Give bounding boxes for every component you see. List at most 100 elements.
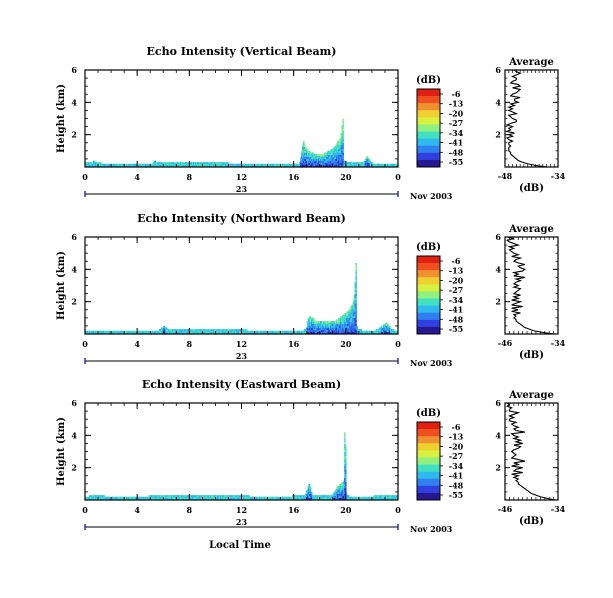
heatmap-cell [251, 163, 254, 166]
heatmap-cell [367, 330, 370, 333]
colorbar-tick-label: -48 [449, 314, 464, 324]
heatmap-cell [125, 165, 127, 167]
heatmap-cell [294, 165, 296, 167]
heatmap-cell [101, 495, 104, 498]
heatmap-cell [337, 488, 339, 490]
heatmap-cell [354, 306, 356, 308]
heatmap-cell [371, 165, 374, 167]
heatmap-cell [174, 498, 177, 500]
y-tick-label: 6 [71, 398, 77, 408]
heatmap-cell [185, 495, 188, 498]
heatmap-cell [252, 496, 254, 499]
heatmap-cell [358, 498, 361, 500]
heatmap-cell [256, 330, 258, 333]
heatmap-cell [308, 483, 310, 486]
profile-frame [504, 236, 559, 335]
heatmap-cell [340, 149, 342, 151]
heatmap-cell [334, 159, 336, 161]
heatmap-cell [251, 332, 253, 334]
heatmap-cell [274, 332, 276, 334]
heatmap-cell [378, 498, 380, 500]
heatmap-cell [342, 141, 344, 143]
heatmap-cell [331, 161, 333, 163]
heatmap-cell [355, 326, 357, 328]
heatmap-cell [338, 490, 340, 492]
heatmap-cell [308, 486, 311, 488]
heatmap-cell [388, 498, 390, 500]
heatmap-cell [366, 161, 369, 163]
heatmap-cell [377, 332, 380, 334]
heatmap-cell [331, 155, 333, 157]
heatmap-cell [347, 316, 349, 318]
heatmap-cell [375, 165, 378, 167]
heatmap-cell [379, 495, 381, 498]
heatmap-cell [134, 163, 136, 166]
heatmap-cell [392, 495, 394, 498]
heatmap-cell [309, 330, 312, 332]
heatmap-cell [341, 484, 343, 486]
heatmap-cell [376, 163, 379, 166]
heatmap-cell [275, 498, 278, 500]
heatmap-cell [253, 330, 255, 333]
heatmap-cell [357, 162, 360, 165]
heatmap-cell [190, 498, 193, 500]
heatmap-cell [344, 330, 346, 332]
heatmap-cell [349, 310, 351, 312]
heatmap-cell [307, 149, 309, 152]
heatmap-cell [119, 330, 121, 333]
heatmap-cell [332, 153, 334, 155]
heatmap-cell [344, 444, 346, 446]
heatmap-cell [95, 495, 98, 498]
heatmap-cell [201, 165, 203, 167]
heatmap-cell [308, 483, 311, 486]
heatmap-cell [329, 321, 331, 324]
heatmap-cell [308, 486, 310, 488]
heatmap-cell [350, 314, 352, 316]
heatmap-cell [138, 498, 141, 500]
heatmap-cell [108, 498, 110, 500]
heatmap-cell [187, 165, 190, 167]
heatmap-cell [294, 330, 297, 333]
heatmap-cell [340, 139, 342, 141]
heatmap-cell [336, 151, 338, 153]
heatmap-cell [353, 312, 355, 314]
heatmap-cell [260, 330, 262, 333]
profile-x-axis-label: (dB) [519, 350, 544, 361]
heatmap-cell [142, 163, 144, 166]
heatmap-cell [138, 165, 140, 167]
heatmap-cell [207, 329, 209, 332]
heatmap-cell [352, 314, 354, 316]
heatmap-cell [380, 163, 383, 166]
heatmap-cell [288, 498, 290, 500]
heatmap-cell [343, 328, 345, 330]
heatmap-cell [198, 329, 200, 332]
heatmap-cell [238, 163, 240, 166]
heatmap-cell [310, 152, 312, 155]
heatmap-cell [339, 145, 341, 147]
heatmap-cell [249, 330, 251, 333]
heatmap-cell [300, 498, 302, 500]
heatmap-cell [142, 330, 145, 333]
heatmap-cell [177, 495, 180, 498]
heatmap-cell [227, 495, 230, 498]
heatmap-cell [237, 498, 239, 500]
heatmap-cell [310, 159, 312, 161]
heatmap-cell [341, 129, 343, 131]
heatmap-cell [111, 498, 113, 500]
heatmap-cell [384, 326, 387, 328]
heatmap-cell [342, 486, 344, 488]
heatmap-cell [142, 332, 145, 334]
heatmap-cell [345, 448, 347, 450]
heatmap-cell [303, 161, 305, 163]
heatmap-cell [215, 332, 218, 334]
heatmap-cell [322, 163, 324, 165]
heatmap-cell [159, 495, 161, 498]
heatmap-cell [340, 161, 342, 163]
heatmap-cell [194, 162, 196, 165]
heatmap-cell [307, 328, 310, 330]
heatmap-cell [196, 495, 198, 498]
heatmap-cell [340, 165, 342, 167]
heatmap-cell [96, 332, 98, 334]
heatmap-cell [333, 165, 335, 167]
heatmap-cell [328, 330, 330, 332]
